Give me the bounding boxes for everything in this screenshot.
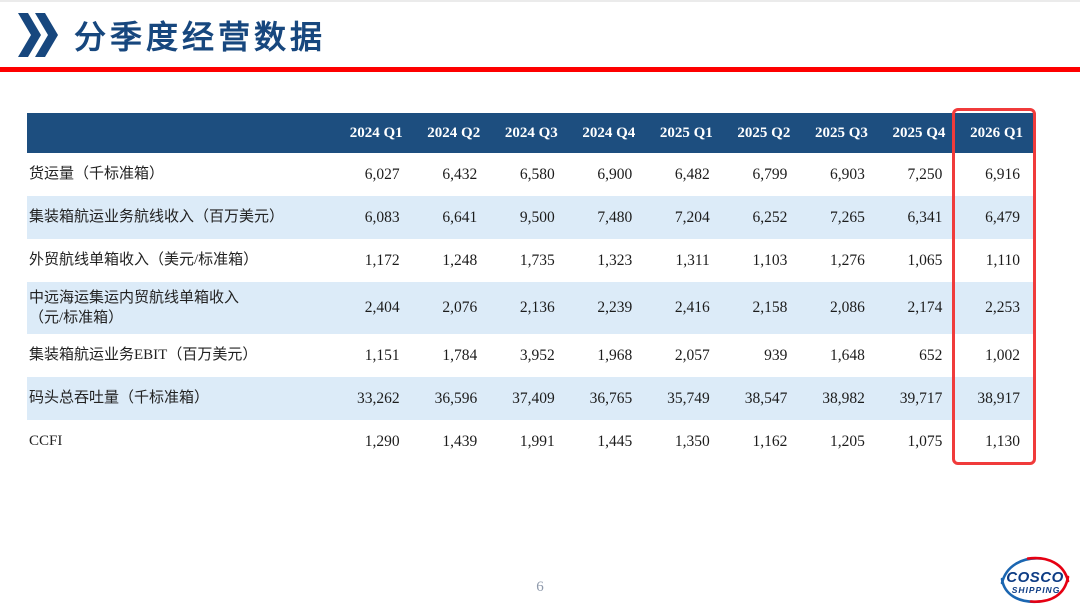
table-cell: 37,409 (490, 377, 568, 420)
table-row: 码头总吞吐量（千标准箱） 33,262 36,596 37,409 36,765… (27, 377, 1033, 420)
table-header-row: 2024 Q1 2024 Q2 2024 Q3 2024 Q4 2025 Q1 … (27, 113, 1033, 153)
title-bar: 分季度经营数据 (18, 10, 326, 60)
table-corner-cell (27, 113, 336, 153)
page-title: 分季度经营数据 (74, 19, 327, 55)
column-header: 2025 Q4 (877, 113, 956, 153)
table-cell: 6,083 (335, 196, 413, 239)
table-cell: 652 (877, 334, 956, 377)
table-cell: 6,580 (490, 153, 568, 196)
table-cell-highlighted: 38,917 (955, 377, 1033, 420)
table-cell: 1,311 (645, 239, 723, 282)
table-cell: 7,480 (567, 196, 646, 239)
table-cell: 2,416 (645, 282, 723, 334)
table-cell: 1,735 (490, 239, 568, 282)
table-cell: 1,648 (800, 334, 878, 377)
row-label: 外贸航线单箱收入（美元/标准箱） (27, 239, 336, 282)
table-cell: 1,205 (800, 420, 878, 463)
table-cell: 38,982 (800, 377, 878, 420)
table-cell: 6,641 (412, 196, 491, 239)
table-cell: 1,151 (335, 334, 413, 377)
row-label: CCFI (27, 420, 336, 463)
table-cell: 2,239 (567, 282, 646, 334)
table-cell: 1,784 (412, 334, 491, 377)
table-cell: 2,404 (335, 282, 413, 334)
logo-text-shipping: SHIPPING (1012, 585, 1061, 595)
column-header: 2025 Q1 (645, 113, 723, 153)
table-cell: 33,262 (335, 377, 413, 420)
table-cell-highlighted: 6,916 (955, 153, 1033, 196)
table-cell: 1,445 (567, 420, 646, 463)
table-cell: 6,900 (567, 153, 646, 196)
table-cell: 939 (722, 334, 801, 377)
table-cell: 39,717 (877, 377, 956, 420)
table-cell-highlighted: 1,110 (955, 239, 1033, 282)
table-cell: 1,968 (567, 334, 646, 377)
title-underline (0, 67, 1080, 72)
table-cell: 2,076 (412, 282, 491, 334)
table-cell: 1,276 (800, 239, 878, 282)
table-cell: 7,250 (877, 153, 956, 196)
table-row: 外贸航线单箱收入（美元/标准箱） 1,172 1,248 1,735 1,323… (27, 239, 1033, 282)
table-cell: 1,323 (567, 239, 646, 282)
table-cell: 7,265 (800, 196, 878, 239)
table-cell: 1,350 (645, 420, 723, 463)
table-row: 货运量（千标准箱） 6,027 6,432 6,580 6,900 6,482 … (27, 153, 1033, 196)
table-cell: 1,075 (877, 420, 956, 463)
table-cell-highlighted: 6,479 (955, 196, 1033, 239)
table-cell: 1,172 (335, 239, 413, 282)
table-cell: 6,432 (412, 153, 491, 196)
table-row: CCFI 1,290 1,439 1,991 1,445 1,350 1,162… (27, 420, 1033, 463)
table-cell: 36,596 (412, 377, 491, 420)
page-number: 6 (536, 579, 544, 595)
table-cell: 1,248 (412, 239, 491, 282)
table-cell-highlighted: 1,130 (955, 420, 1033, 463)
table-cell: 2,086 (800, 282, 878, 334)
table-row: 集装箱航运业务航线收入（百万美元） 6,083 6,641 9,500 7,48… (27, 196, 1033, 239)
cosco-shipping-logo: COSCO SHIPPING (1000, 556, 1070, 604)
table-cell: 1,439 (412, 420, 491, 463)
table-cell: 6,799 (722, 153, 801, 196)
table-cell: 1,162 (722, 420, 801, 463)
column-header: 2025 Q3 (800, 113, 878, 153)
table-cell: 6,027 (335, 153, 413, 196)
table-row: 中远海运集运内贸航线单箱收入 （元/标准箱） 2,404 2,076 2,136… (27, 282, 1033, 334)
table-cell: 6,341 (877, 196, 956, 239)
quarterly-data-table: 2024 Q1 2024 Q2 2024 Q3 2024 Q4 2025 Q1 … (27, 113, 1033, 463)
table-cell: 1,991 (490, 420, 568, 463)
column-header: 2025 Q2 (722, 113, 801, 153)
table-cell: 2,158 (722, 282, 801, 334)
row-label: 集装箱航运业务EBIT（百万美元） (27, 334, 336, 377)
column-header: 2024 Q1 (335, 113, 413, 153)
table-cell: 6,482 (645, 153, 723, 196)
column-header: 2024 Q4 (567, 113, 646, 153)
table-cell: 1,065 (877, 239, 956, 282)
table-cell-highlighted: 2,253 (955, 282, 1033, 334)
table-cell: 1,103 (722, 239, 801, 282)
table-cell: 2,136 (490, 282, 568, 334)
table-row: 集装箱航运业务EBIT（百万美元） 1,151 1,784 3,952 1,96… (27, 334, 1033, 377)
table-cell: 6,252 (722, 196, 801, 239)
column-header-highlighted: 2026 Q1 (955, 113, 1033, 153)
table-cell: 36,765 (567, 377, 646, 420)
column-header: 2024 Q2 (412, 113, 491, 153)
row-label: 中远海运集运内贸航线单箱收入 （元/标准箱） (27, 282, 336, 334)
table-cell: 35,749 (645, 377, 723, 420)
row-label: 集装箱航运业务航线收入（百万美元） (27, 196, 336, 239)
column-header: 2024 Q3 (490, 113, 568, 153)
logo-text-cosco: COSCO (1006, 569, 1064, 586)
table-cell: 6,903 (800, 153, 878, 196)
table-cell-highlighted: 1,002 (955, 334, 1033, 377)
row-label: 码头总吞吐量（千标准箱） (27, 377, 336, 420)
table-cell: 2,057 (645, 334, 723, 377)
table-cell: 3,952 (490, 334, 568, 377)
table-cell: 2,174 (877, 282, 956, 334)
row-label: 货运量（千标准箱） (27, 153, 336, 196)
table-cell: 7,204 (645, 196, 723, 239)
table-cell: 1,290 (335, 420, 413, 463)
table-cell: 38,547 (722, 377, 801, 420)
double-chevron-icon (18, 13, 58, 57)
table-cell: 9,500 (490, 196, 568, 239)
